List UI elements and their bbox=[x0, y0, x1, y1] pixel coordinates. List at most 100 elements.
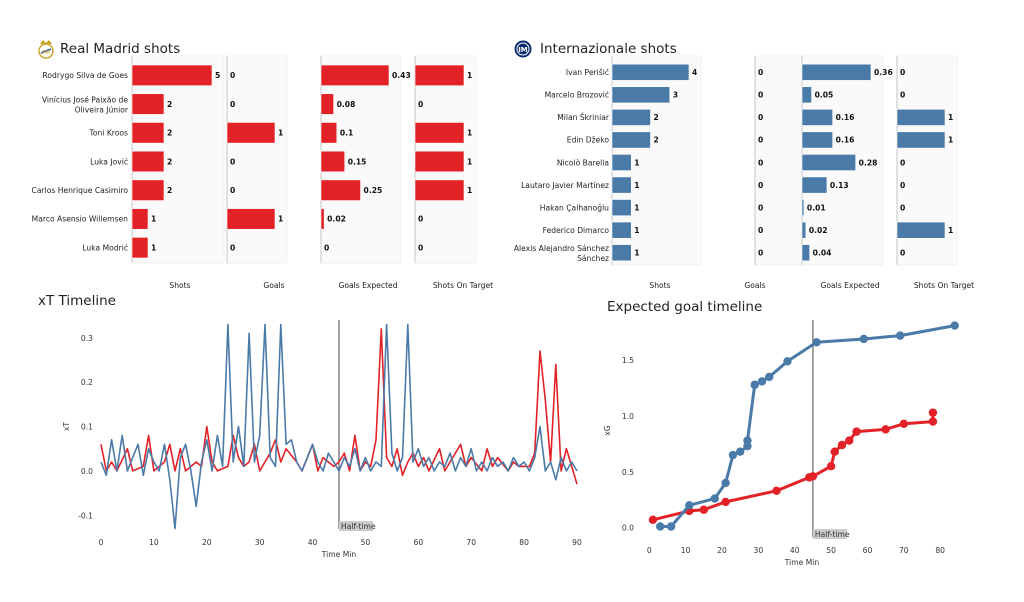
xg-timeline-chart: 0 10 20 30 40 50 60 70 80 0.0 0.5 1.0 1.5 Time Min xG H… bbox=[603, 320, 959, 567]
bar-shots bbox=[611, 176, 632, 194]
bar-value-label: 0 bbox=[900, 91, 905, 100]
real-series-point bbox=[928, 417, 938, 426]
bar-value-label: 0 bbox=[230, 100, 235, 109]
bar-value-label: 4 bbox=[692, 68, 697, 77]
x-tick-label: 90 bbox=[572, 538, 582, 547]
bar-shots bbox=[611, 199, 632, 217]
bar-goals bbox=[226, 208, 276, 230]
bar-goals-expected bbox=[320, 208, 325, 230]
x-tick-label: 40 bbox=[308, 538, 318, 547]
bar-value-label: 1 bbox=[634, 203, 639, 212]
bar-shots-on-target bbox=[414, 150, 465, 173]
player-name-line: Luka Modrić bbox=[82, 243, 128, 252]
column-label: Goals bbox=[744, 281, 765, 290]
y-axis-label: xT bbox=[62, 422, 71, 431]
inter-title: Internazionale shots bbox=[540, 41, 677, 57]
bar-goals-expected bbox=[801, 176, 828, 194]
x-tick-label: 20 bbox=[202, 538, 212, 547]
bar-value-label: 0.02 bbox=[327, 215, 346, 224]
real-series-point bbox=[830, 447, 839, 456]
bar-value-label: 0 bbox=[230, 71, 235, 80]
real-series-point bbox=[699, 505, 709, 514]
real-series-point bbox=[928, 408, 938, 417]
inter-series-point bbox=[685, 501, 694, 510]
bar-goals bbox=[226, 122, 276, 144]
bar-value-label: 1 bbox=[467, 129, 472, 138]
inter-series-point bbox=[735, 447, 745, 456]
bar-shots bbox=[611, 86, 671, 104]
column-label: Goals bbox=[263, 281, 284, 290]
bar-shots-on-target bbox=[896, 221, 946, 239]
bar-value-label: 0 bbox=[758, 226, 763, 235]
column-label: Shots bbox=[649, 281, 670, 290]
bar-shots bbox=[131, 64, 213, 86]
bar-shots bbox=[131, 179, 165, 201]
column-label: Shots bbox=[169, 281, 190, 290]
bar-value-label: 1 bbox=[634, 158, 639, 167]
x-tick-label: 40 bbox=[790, 546, 800, 555]
bar-value-label: 0.01 bbox=[807, 203, 826, 212]
bar-value-label: 1 bbox=[948, 113, 953, 122]
bar-shots bbox=[131, 93, 165, 115]
bar-value-label: 0 bbox=[758, 68, 763, 77]
real-series-point bbox=[837, 440, 847, 450]
bar-value-label: 1 bbox=[278, 129, 283, 138]
x-tick-label: 10 bbox=[149, 538, 159, 547]
column-label: Shots On Target bbox=[914, 281, 974, 290]
bar-value-label: 2 bbox=[167, 186, 172, 195]
real-madrid-header: RM Real Madrid shots bbox=[38, 40, 180, 59]
bar-value-label: 1 bbox=[467, 71, 472, 80]
inter-series-point bbox=[757, 377, 767, 386]
player-name: Milan Škriniar bbox=[557, 113, 610, 122]
x-tick-label: 80 bbox=[519, 538, 529, 547]
column-label: Goals Expected bbox=[820, 281, 879, 290]
x-axis-label: Time Min bbox=[321, 550, 357, 559]
bar-value-label: 5 bbox=[215, 71, 220, 80]
bar-value-label: 0.16 bbox=[836, 113, 855, 122]
player-name-line: Federico Dimarco bbox=[543, 226, 610, 235]
bar-shots-on-target bbox=[896, 108, 946, 126]
player-name: Carlos Henrique Casimiro bbox=[32, 186, 129, 195]
bar-value-label: 0 bbox=[758, 203, 763, 212]
bar-goals-expected bbox=[320, 93, 334, 115]
xt-timeline-title: xT Timeline bbox=[38, 293, 116, 309]
player-name-line: Luka Jović bbox=[90, 157, 128, 166]
bar-goals-expected bbox=[801, 154, 856, 171]
bar-goals-expected bbox=[801, 108, 833, 126]
bar-value-label: 0 bbox=[230, 243, 235, 252]
real-series-point bbox=[721, 497, 730, 507]
bar-value-label: 1 bbox=[278, 215, 283, 224]
x-tick-label: 30 bbox=[754, 546, 764, 555]
inter-series-point bbox=[710, 494, 719, 503]
real-series-point bbox=[881, 425, 890, 434]
x-axis-label: Time Min bbox=[784, 558, 820, 567]
real-series-line bbox=[100, 328, 578, 485]
x-tick-label: 50 bbox=[361, 538, 371, 547]
bar-value-label: 0 bbox=[758, 91, 763, 100]
bar-shots bbox=[611, 131, 651, 149]
x-tick-label: 20 bbox=[717, 546, 727, 555]
player-name: Luka Modrić bbox=[82, 243, 128, 252]
player-name-line: Lautaro Javier Martínez bbox=[521, 181, 609, 190]
player-name: Vinícius José Paixão de Oliveira Júnior bbox=[42, 96, 129, 115]
bar-goals-expected bbox=[320, 64, 390, 86]
player-name-line: Edin Džeko bbox=[567, 136, 610, 145]
player-name: Marco Asensio Willemsen bbox=[32, 215, 129, 224]
bar-value-label: 0 bbox=[230, 186, 235, 195]
y-tick-label: 0.3 bbox=[81, 334, 93, 343]
bar-value-label: 0 bbox=[758, 181, 763, 190]
player-name: Edin Džeko bbox=[567, 136, 610, 145]
y-tick-label: 1.5 bbox=[622, 356, 634, 365]
x-tick-label: 0 bbox=[647, 546, 652, 555]
bar-shots-on-target bbox=[896, 131, 946, 149]
real-series-point bbox=[845, 436, 854, 445]
player-name-line: Milan Škriniar bbox=[557, 113, 610, 122]
bar-shots bbox=[611, 63, 690, 81]
x-tick-label: 30 bbox=[255, 538, 265, 547]
inter-series-point bbox=[765, 372, 774, 382]
player-name: Toni Kroos bbox=[88, 129, 128, 138]
bar-value-label: 1 bbox=[634, 249, 639, 258]
column-label: Goals Expected bbox=[338, 281, 397, 290]
player-name-line: Sánchez bbox=[577, 254, 609, 263]
bar-value-label: 2 bbox=[654, 136, 659, 145]
